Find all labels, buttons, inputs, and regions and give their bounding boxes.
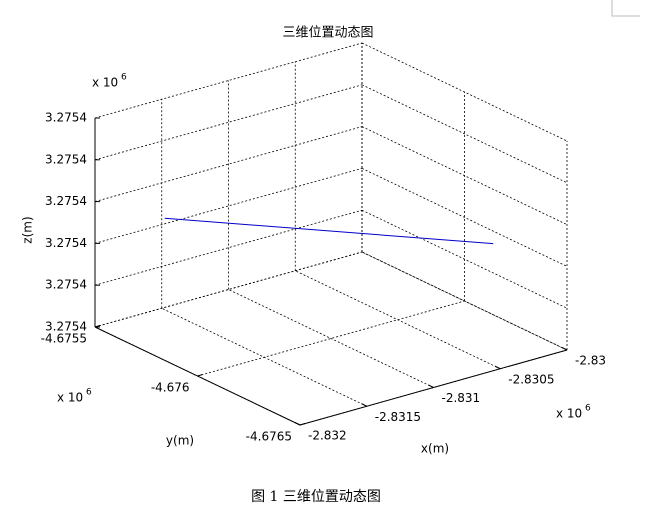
z-tick-label: 3.2754 xyxy=(45,320,87,334)
chart-title: 三维位置动态图 xyxy=(282,26,373,41)
tick-mark xyxy=(197,374,203,377)
tick-mark xyxy=(299,423,306,426)
grid-line xyxy=(361,209,568,309)
tick-mark xyxy=(495,365,501,370)
z-tick-label: 3.2754 xyxy=(45,236,87,250)
tick-mark xyxy=(94,325,101,328)
y-tick-label: -4.6765 xyxy=(246,430,292,444)
z-axis-label: z(m) xyxy=(21,216,35,243)
y-exponent: x 10 xyxy=(57,391,83,405)
grid-line xyxy=(228,289,434,388)
data-line xyxy=(164,217,494,245)
grid-line xyxy=(361,126,568,225)
x-tick-label: -2.83 xyxy=(575,354,606,368)
z-tick-label: 3.2754 xyxy=(45,194,87,208)
grid-line xyxy=(361,84,568,184)
z-exponent-power: 6 xyxy=(121,73,127,83)
grid-line xyxy=(361,168,568,267)
y-axis-label: y(m) xyxy=(166,434,194,448)
z-tick-label: 3.2754 xyxy=(45,152,87,166)
tick-mark xyxy=(361,403,367,407)
y-tick-label: -4.676 xyxy=(151,381,190,395)
page-corner xyxy=(611,0,640,17)
z-tick-label: 3.2754 xyxy=(45,111,87,125)
x-tick-label: -2.8315 xyxy=(375,410,421,424)
x-tick-label: -2.832 xyxy=(308,429,347,443)
y-exponent-power: 6 xyxy=(86,388,92,398)
x-axis-label: x(m) xyxy=(421,442,449,456)
x-exponent: x 10 xyxy=(556,407,582,421)
grid-line xyxy=(361,42,568,142)
x-tick-label: -2.8305 xyxy=(508,372,554,386)
caption: 图 1 三维位置动态图 xyxy=(251,489,381,505)
tick-mark xyxy=(428,384,434,388)
z-tick-label: 3.2754 xyxy=(45,278,87,292)
tick-mark xyxy=(561,347,568,351)
y-tick-label: -4.6755 xyxy=(41,332,87,346)
x-tick-label: -2.831 xyxy=(442,391,481,405)
z-exponent: x 10 xyxy=(92,76,118,90)
tick-mark xyxy=(294,422,301,426)
x-exponent-power: 6 xyxy=(585,404,591,414)
grid-line xyxy=(361,251,568,351)
